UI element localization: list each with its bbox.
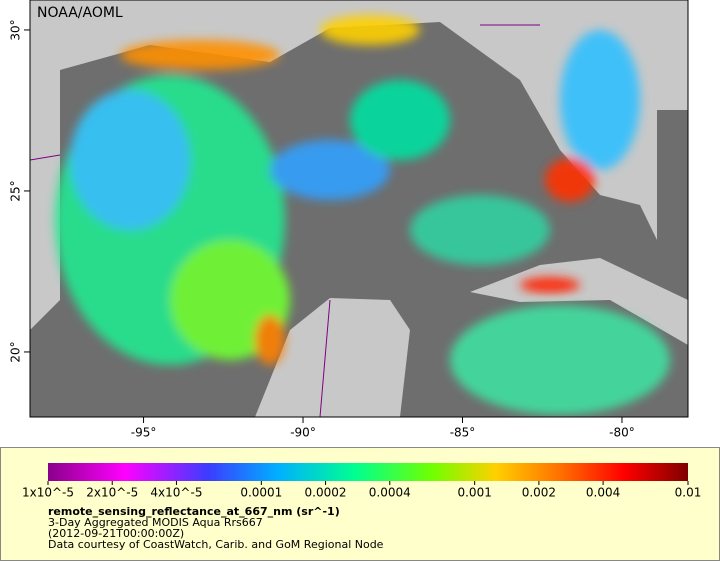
colorbar bbox=[48, 463, 688, 481]
axes: -95° -90° -85° -80° 30° 25° 20° bbox=[9, 19, 635, 439]
x-tick-label: -85° bbox=[450, 426, 476, 440]
colorbar-tick-label: 0.0002 bbox=[305, 486, 347, 500]
caption-line: Data courtesy of CoastWatch, Carib. and … bbox=[48, 538, 384, 551]
y-tick-label: 30° bbox=[9, 19, 23, 40]
yucatan bbox=[255, 298, 410, 417]
map-frame bbox=[29, 0, 689, 418]
caption-line: (2012-09-21T00:00:00Z) bbox=[48, 527, 184, 540]
colorbar-tick-label: 4x10^-5 bbox=[150, 486, 202, 500]
data-field bbox=[55, 15, 670, 415]
boundary bbox=[30, 24, 540, 417]
colorbar-tick-label: 0.004 bbox=[586, 486, 620, 500]
caption-line: 3-Day Aggregated MODIS Aqua Rrs667 bbox=[48, 516, 263, 529]
colorbar-tick-label: 2x10^-5 bbox=[86, 486, 138, 500]
x-tick-label: -90° bbox=[290, 426, 316, 440]
y-tick-label: 20° bbox=[9, 341, 23, 362]
colorbar-ticks: 1x10^-5 2x10^-5 4x10^-5 0.0001 0.0002 0.0004 0… bbox=[22, 481, 701, 500]
colorbar-tick-label: 0.002 bbox=[522, 486, 556, 500]
colorbar-tick-label: 0.01 bbox=[675, 486, 702, 500]
y-tick-label: 25° bbox=[9, 180, 23, 201]
x-tick-label: -80° bbox=[609, 426, 635, 440]
x-tick-label: -95° bbox=[131, 426, 157, 440]
colorbar-tick-label: 1x10^-5 bbox=[22, 486, 74, 500]
colorbar-tick-label: 0.0001 bbox=[240, 486, 282, 500]
colorbar-tick-label: 0.001 bbox=[457, 486, 491, 500]
cuba bbox=[470, 258, 688, 345]
colorbar-tick-label: 0.0004 bbox=[369, 486, 411, 500]
variable: remote_sensing_reflectance_at_667_nm (sr… bbox=[48, 505, 340, 518]
credit: NOAA/AOML bbox=[37, 5, 123, 21]
map: NOAA/AOML bbox=[30, 0, 688, 417]
